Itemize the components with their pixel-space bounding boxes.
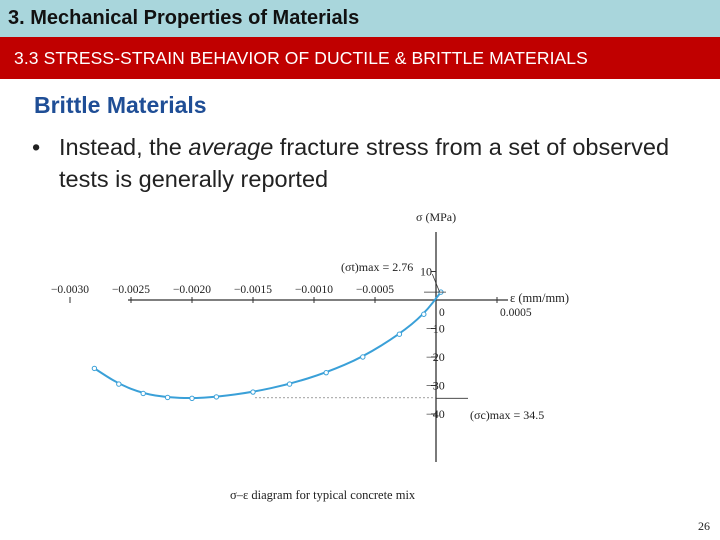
bullet-text: Instead, the average fracture stress fro… <box>59 131 699 195</box>
slide-title: 3. Mechanical Properties of Materials <box>8 7 360 29</box>
bullet-symbol: • <box>32 134 41 160</box>
x-tick-label: −0.0005 <box>356 284 394 296</box>
curve-point <box>91 365 98 372</box>
chart-series <box>91 289 444 402</box>
curve-point <box>286 381 293 387</box>
y-tick-label: −40 <box>426 407 445 421</box>
curve-point <box>323 369 329 376</box>
section-bar: 3.3 STRESS-STRAIN BEHAVIOR OF DUCTILE & … <box>0 37 720 79</box>
curve-point <box>396 331 403 337</box>
x-tick-label: −0.0015 <box>234 284 272 296</box>
curve-point <box>116 381 122 387</box>
chart-annotations <box>255 273 468 399</box>
curve-point <box>250 389 256 395</box>
y-tick-label: −30 <box>426 379 445 393</box>
curve-point <box>360 354 366 360</box>
x-axis-label: ε (mm/mm) <box>510 291 569 305</box>
bullet-text-post: fracture stress from a set of observed t… <box>59 134 670 192</box>
y-axis-label: σ (MPa) <box>416 210 456 224</box>
bullet-text-pre: Instead, the <box>59 134 189 160</box>
section-title: 3.3 STRESS-STRAIN BEHAVIOR OF DUCTILE & … <box>14 48 588 68</box>
curve-point <box>189 395 195 402</box>
y-tick-label: 10 <box>420 265 432 279</box>
page-number: 26 <box>698 519 710 533</box>
title-bar: 3. Mechanical Properties of Materials <box>0 0 720 37</box>
compressive-max-label: (σc)max = 34.5 <box>470 408 544 422</box>
x-tick-label: −0.0020 <box>173 284 211 296</box>
chart-ticks: −0.0030 −0.0025 −0.0020 −0.0015 −0.0010 −0.00… <box>51 265 532 422</box>
x-tick-label: 0 <box>439 307 445 319</box>
curve-point <box>164 394 171 401</box>
curve-point <box>213 394 220 400</box>
bullet-text-emphasis: average <box>188 134 274 160</box>
tensile-max-label: (σt)max = 2.76 <box>341 260 413 274</box>
x-tick-label: −0.0030 <box>51 284 89 296</box>
tensile-leader-line <box>431 273 441 293</box>
figure-caption: σ–ε diagram for typical concrete mix <box>230 488 416 502</box>
x-tick-label: −0.0025 <box>112 284 150 296</box>
curve-point <box>421 311 427 317</box>
y-tick-label: −10 <box>426 322 445 336</box>
chart-axes <box>128 232 508 462</box>
content-heading: Brittle Materials <box>34 92 207 118</box>
y-tick-label: −20 <box>426 350 445 364</box>
curve-point <box>140 390 146 397</box>
x-tick-label: 0.0005 <box>500 307 532 319</box>
x-tick-label: −0.0010 <box>295 284 333 296</box>
stress-strain-curve <box>93 291 442 400</box>
